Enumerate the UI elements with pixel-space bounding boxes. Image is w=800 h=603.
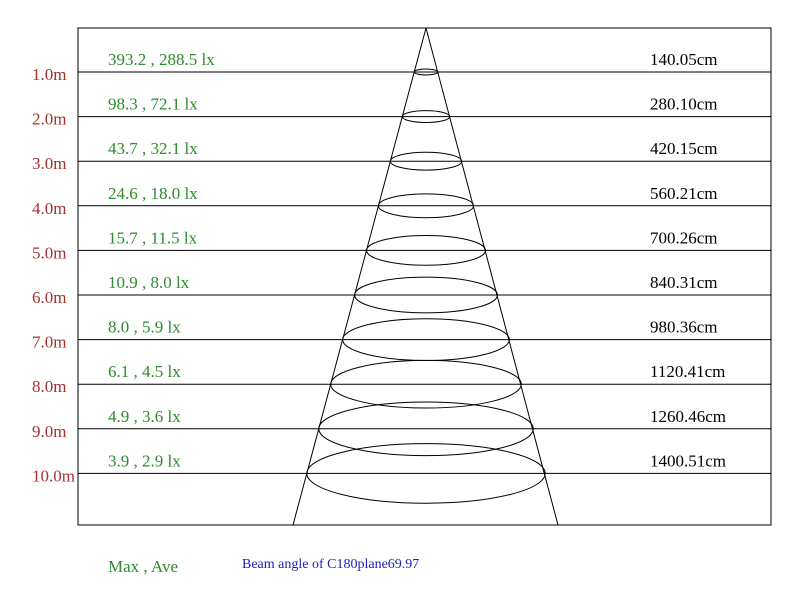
illuminance-label: 10.9 , 8.0 lx bbox=[108, 273, 190, 292]
diameter-label: 1400.51cm bbox=[650, 451, 726, 470]
diameter-label: 280.10cm bbox=[650, 95, 718, 114]
illuminance-label: 4.9 , 3.6 lx bbox=[108, 407, 181, 426]
diameter-label: 980.36cm bbox=[650, 318, 718, 337]
frame bbox=[77, 27, 772, 526]
illuminance-label: 15.7 , 11.5 lx bbox=[108, 228, 198, 247]
beam-ellipse bbox=[330, 359, 522, 409]
diameter-label: 140.05cm bbox=[650, 50, 718, 69]
illuminance-label: 3.9 , 2.9 lx bbox=[108, 451, 181, 470]
distance-label: 2.0m bbox=[32, 110, 66, 129]
distance-label: 4.0m bbox=[32, 199, 66, 218]
beam-ellipse bbox=[306, 443, 546, 504]
diameter-label: 840.31cm bbox=[650, 273, 718, 292]
legend: Max , Ave bbox=[108, 557, 178, 576]
distance-label: 5.0m bbox=[32, 243, 66, 262]
beam-ellipse bbox=[389, 151, 463, 171]
distance-label: 3.0m bbox=[32, 154, 66, 173]
diameter-label: 1260.46cm bbox=[650, 407, 726, 426]
illuminance-label: 24.6 , 18.0 lx bbox=[108, 184, 198, 203]
diameter-label: 1120.41cm bbox=[650, 362, 725, 381]
distance-label: 6.0m bbox=[32, 288, 66, 307]
beam-ellipse bbox=[318, 401, 534, 457]
rows: 1.0m 393.2 , 288.5 lx 140.05cm 2.0m 98.3 , 7… bbox=[32, 50, 771, 504]
beam-ellipse bbox=[413, 68, 439, 76]
beam-ellipse bbox=[401, 110, 451, 124]
beam-ellipse bbox=[365, 235, 487, 266]
cone-edge bbox=[292, 27, 427, 526]
distance-label: 10.0m bbox=[32, 466, 75, 485]
diameter-label: 700.26cm bbox=[650, 228, 718, 247]
illuminance-label: 8.0 , 5.9 lx bbox=[108, 318, 181, 337]
distance-label: 8.0m bbox=[32, 377, 66, 396]
diameter-label: 560.21cm bbox=[650, 184, 718, 203]
beam-ellipse bbox=[354, 276, 498, 314]
beam-ellipse bbox=[377, 193, 475, 219]
illuminance-label: 98.3 , 72.1 lx bbox=[108, 95, 198, 114]
distance-label: 1.0m bbox=[32, 65, 66, 84]
distance-label: 7.0m bbox=[32, 333, 66, 352]
cone-edge bbox=[425, 27, 559, 526]
diameter-label: 420.15cm bbox=[650, 139, 718, 158]
illuminance-label: 43.7 , 32.1 lx bbox=[108, 139, 198, 158]
beam-angle: Beam angle of C180plane69.97 bbox=[242, 557, 419, 572]
illuminance-label: 6.1 , 4.5 lx bbox=[108, 362, 181, 381]
distance-label: 9.0m bbox=[32, 422, 66, 441]
illuminance-label: 393.2 , 288.5 lx bbox=[108, 50, 215, 69]
